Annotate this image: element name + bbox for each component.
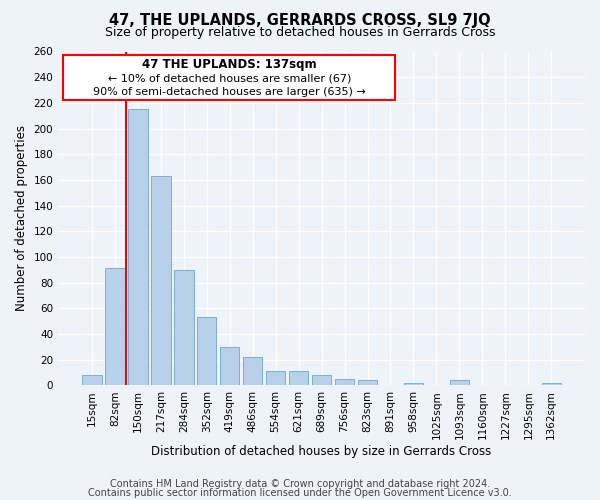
Bar xyxy=(105,268,125,386)
Bar xyxy=(312,375,331,386)
Text: Size of property relative to detached houses in Gerrards Cross: Size of property relative to detached ho… xyxy=(105,26,495,39)
X-axis label: Distribution of detached houses by size in Gerrards Cross: Distribution of detached houses by size … xyxy=(151,444,492,458)
Bar xyxy=(289,371,308,386)
Bar xyxy=(404,383,423,386)
Bar xyxy=(174,270,194,386)
Bar xyxy=(542,383,561,386)
Bar xyxy=(82,375,101,386)
Text: Contains public sector information licensed under the Open Government Licence v3: Contains public sector information licen… xyxy=(88,488,512,498)
Text: Contains HM Land Registry data © Crown copyright and database right 2024.: Contains HM Land Registry data © Crown c… xyxy=(110,479,490,489)
Bar xyxy=(243,357,262,386)
Bar xyxy=(449,380,469,386)
Bar xyxy=(266,371,286,386)
Bar xyxy=(220,347,239,386)
Y-axis label: Number of detached properties: Number of detached properties xyxy=(15,126,28,312)
Text: 90% of semi-detached houses are larger (635) →: 90% of semi-detached houses are larger (… xyxy=(93,87,366,97)
Text: 47 THE UPLANDS: 137sqm: 47 THE UPLANDS: 137sqm xyxy=(142,58,317,71)
Text: ← 10% of detached houses are smaller (67): ← 10% of detached houses are smaller (67… xyxy=(108,74,351,84)
Bar xyxy=(151,176,170,386)
Bar xyxy=(335,379,355,386)
Bar xyxy=(197,318,217,386)
Text: 47, THE UPLANDS, GERRARDS CROSS, SL9 7JQ: 47, THE UPLANDS, GERRARDS CROSS, SL9 7JQ xyxy=(109,12,491,28)
Bar xyxy=(128,110,148,386)
Bar xyxy=(358,380,377,386)
FancyBboxPatch shape xyxy=(64,55,395,100)
